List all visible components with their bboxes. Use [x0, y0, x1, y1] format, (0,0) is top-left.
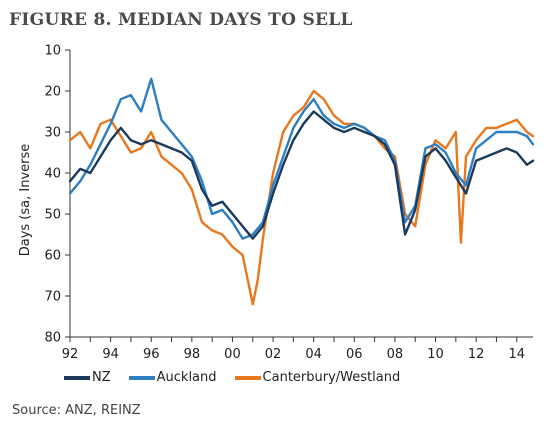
legend-item: Auckland — [128, 370, 217, 385]
x-tick-label: 04 — [305, 347, 322, 362]
chart-title: FIGURE 8. MEDIAN DAYS TO SELL — [9, 10, 353, 30]
x-tick-label: 06 — [346, 347, 363, 362]
x-tick-label: 08 — [387, 347, 404, 362]
x-tick-label: 92 — [62, 347, 79, 362]
legend-swatch — [128, 375, 155, 380]
x-tick-label: 94 — [102, 347, 119, 362]
legend-label: NZ — [92, 370, 111, 385]
x-tick-label: 10 — [427, 347, 444, 362]
y-tick-label: 20 — [44, 85, 61, 100]
y-tick-label: 30 — [44, 126, 61, 141]
chart-legend: NZ Auckland Canterbury/Westland — [64, 370, 418, 385]
legend-swatch — [64, 375, 90, 380]
y-axis-label: Days (sa, Inverse — [18, 144, 33, 257]
series-line-canterbury-westland — [68, 89, 535, 306]
x-tick-label: 98 — [184, 347, 201, 362]
x-tick-label: 96 — [143, 347, 160, 362]
x-tick-label: 14 — [508, 347, 525, 362]
x-tick-label: 00 — [224, 347, 241, 362]
legend-item: Canterbury/Westland — [234, 370, 401, 385]
x-tick-label: 02 — [265, 347, 282, 362]
y-tick-label: 40 — [44, 167, 61, 182]
series-line-auckland — [68, 77, 535, 240]
y-tick-label: 10 — [44, 44, 61, 59]
legend-swatch — [234, 375, 261, 380]
series-line-nz — [68, 110, 535, 240]
y-tick-label: 50 — [44, 208, 61, 223]
source-note: Source: ANZ, REINZ — [12, 403, 141, 418]
legend-item: NZ — [64, 370, 111, 385]
y-tick-label: 80 — [44, 331, 61, 346]
y-tick-label: 60 — [44, 249, 61, 264]
y-tick-label: 70 — [44, 290, 61, 305]
legend-label: Canterbury/Westland — [262, 370, 401, 385]
legend-label: Auckland — [156, 370, 217, 385]
chart-series-lines — [68, 77, 535, 306]
x-tick-label: 12 — [468, 347, 485, 362]
